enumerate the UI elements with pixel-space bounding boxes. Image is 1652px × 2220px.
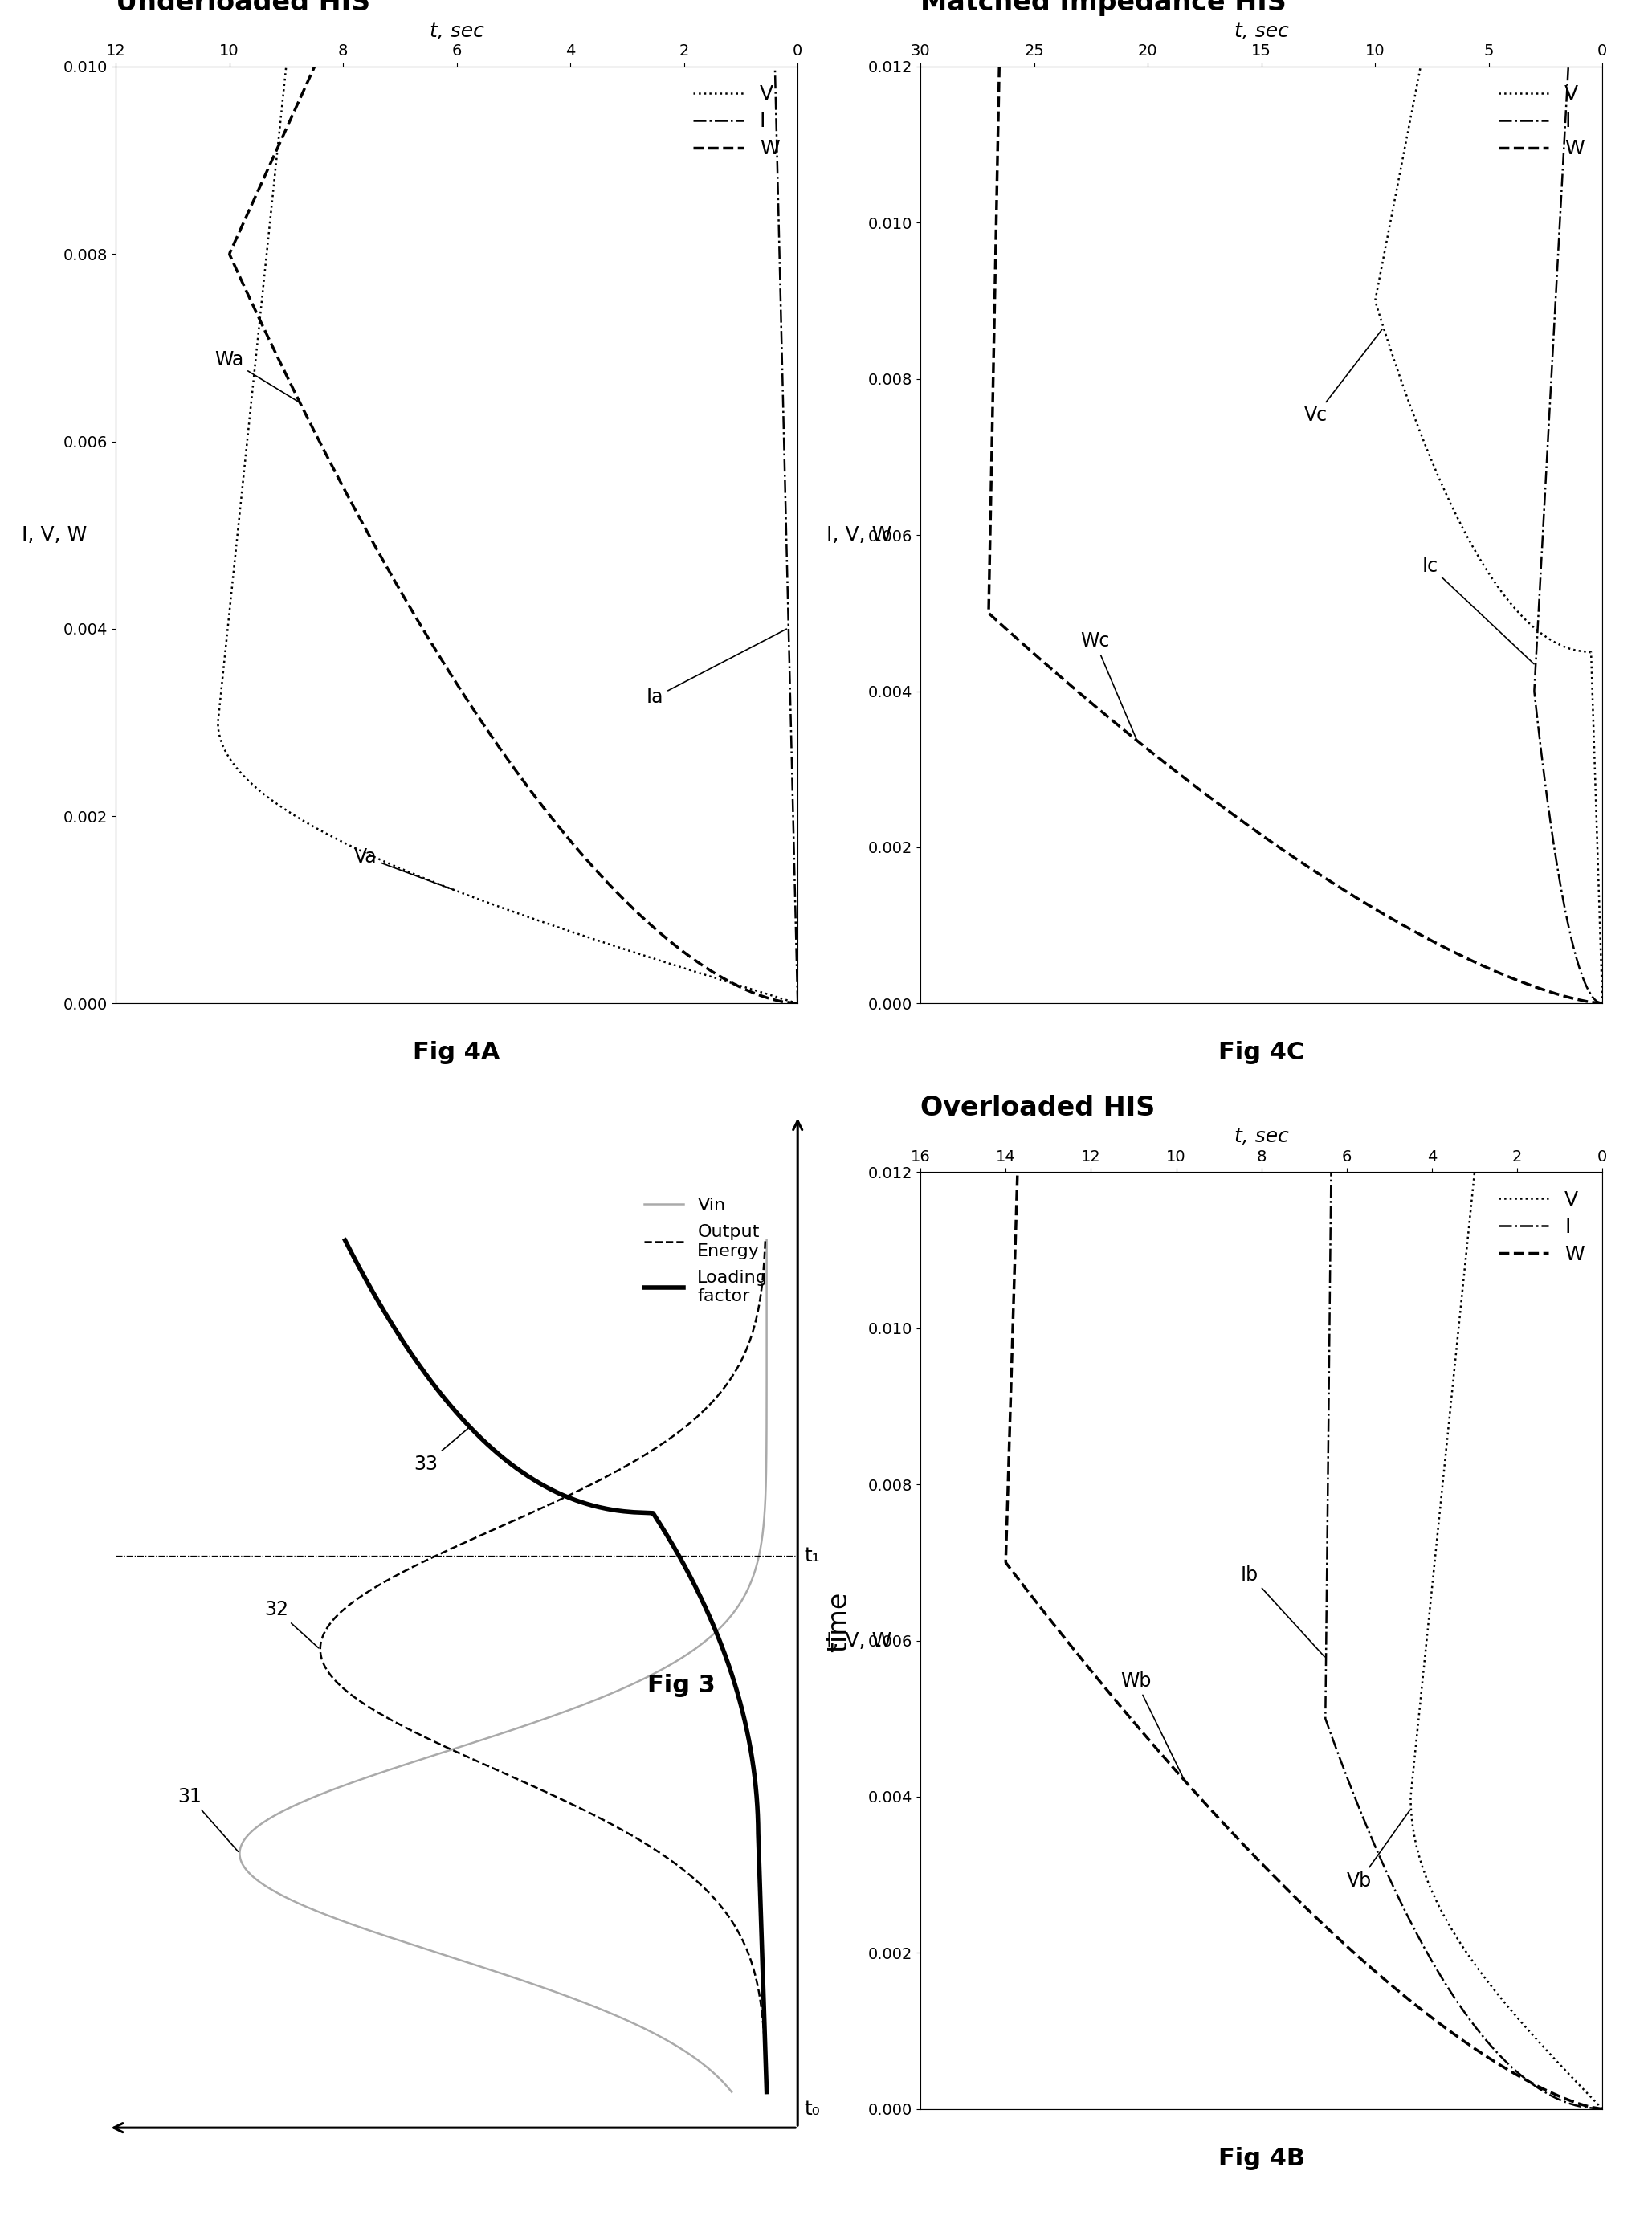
Text: Underloaded HIS: Underloaded HIS [116,0,370,16]
Text: Fig 4C: Fig 4C [1219,1041,1305,1066]
Text: Ib: Ib [1241,1565,1325,1656]
Text: Ic: Ic [1422,557,1535,664]
Text: Fig 4A: Fig 4A [413,1041,501,1066]
X-axis label: t, sec: t, sec [1234,22,1289,40]
Text: Vc: Vc [1303,329,1383,426]
Legend: V, I, W: V, I, W [686,78,788,166]
Text: Wb: Wb [1120,1672,1183,1778]
Text: Matched Impedance HIS: Matched Impedance HIS [920,0,1287,16]
Y-axis label: I, V, W: I, V, W [826,1632,892,1649]
Text: 32: 32 [264,1601,319,1647]
Text: Ia: Ia [646,628,786,706]
Text: 31: 31 [178,1787,238,1851]
X-axis label: t, sec: t, sec [430,22,484,40]
Text: Va: Va [354,848,454,890]
Y-axis label: I, V, W: I, V, W [21,526,88,544]
Legend: V, I, W: V, I, W [1490,1183,1593,1272]
Text: t₀: t₀ [805,2100,821,2118]
Text: Fig 3: Fig 3 [648,1674,715,1696]
Text: Wc: Wc [1080,633,1137,739]
Text: time: time [826,1592,852,1652]
Text: Wa: Wa [215,351,297,402]
Legend: V, I, W: V, I, W [1490,78,1593,166]
Text: Vb: Vb [1346,1812,1409,1891]
X-axis label: t, sec: t, sec [1234,1128,1289,1146]
Text: 33: 33 [415,1427,468,1474]
Legend: Vin, Output
Energy, Loading
factor: Vin, Output Energy, Loading factor [636,1190,775,1312]
Text: t₁: t₁ [805,1545,821,1565]
Y-axis label: I, V, W: I, V, W [826,526,892,544]
Text: Fig 4B: Fig 4B [1218,2147,1305,2169]
Text: Overloaded HIS: Overloaded HIS [920,1094,1155,1121]
